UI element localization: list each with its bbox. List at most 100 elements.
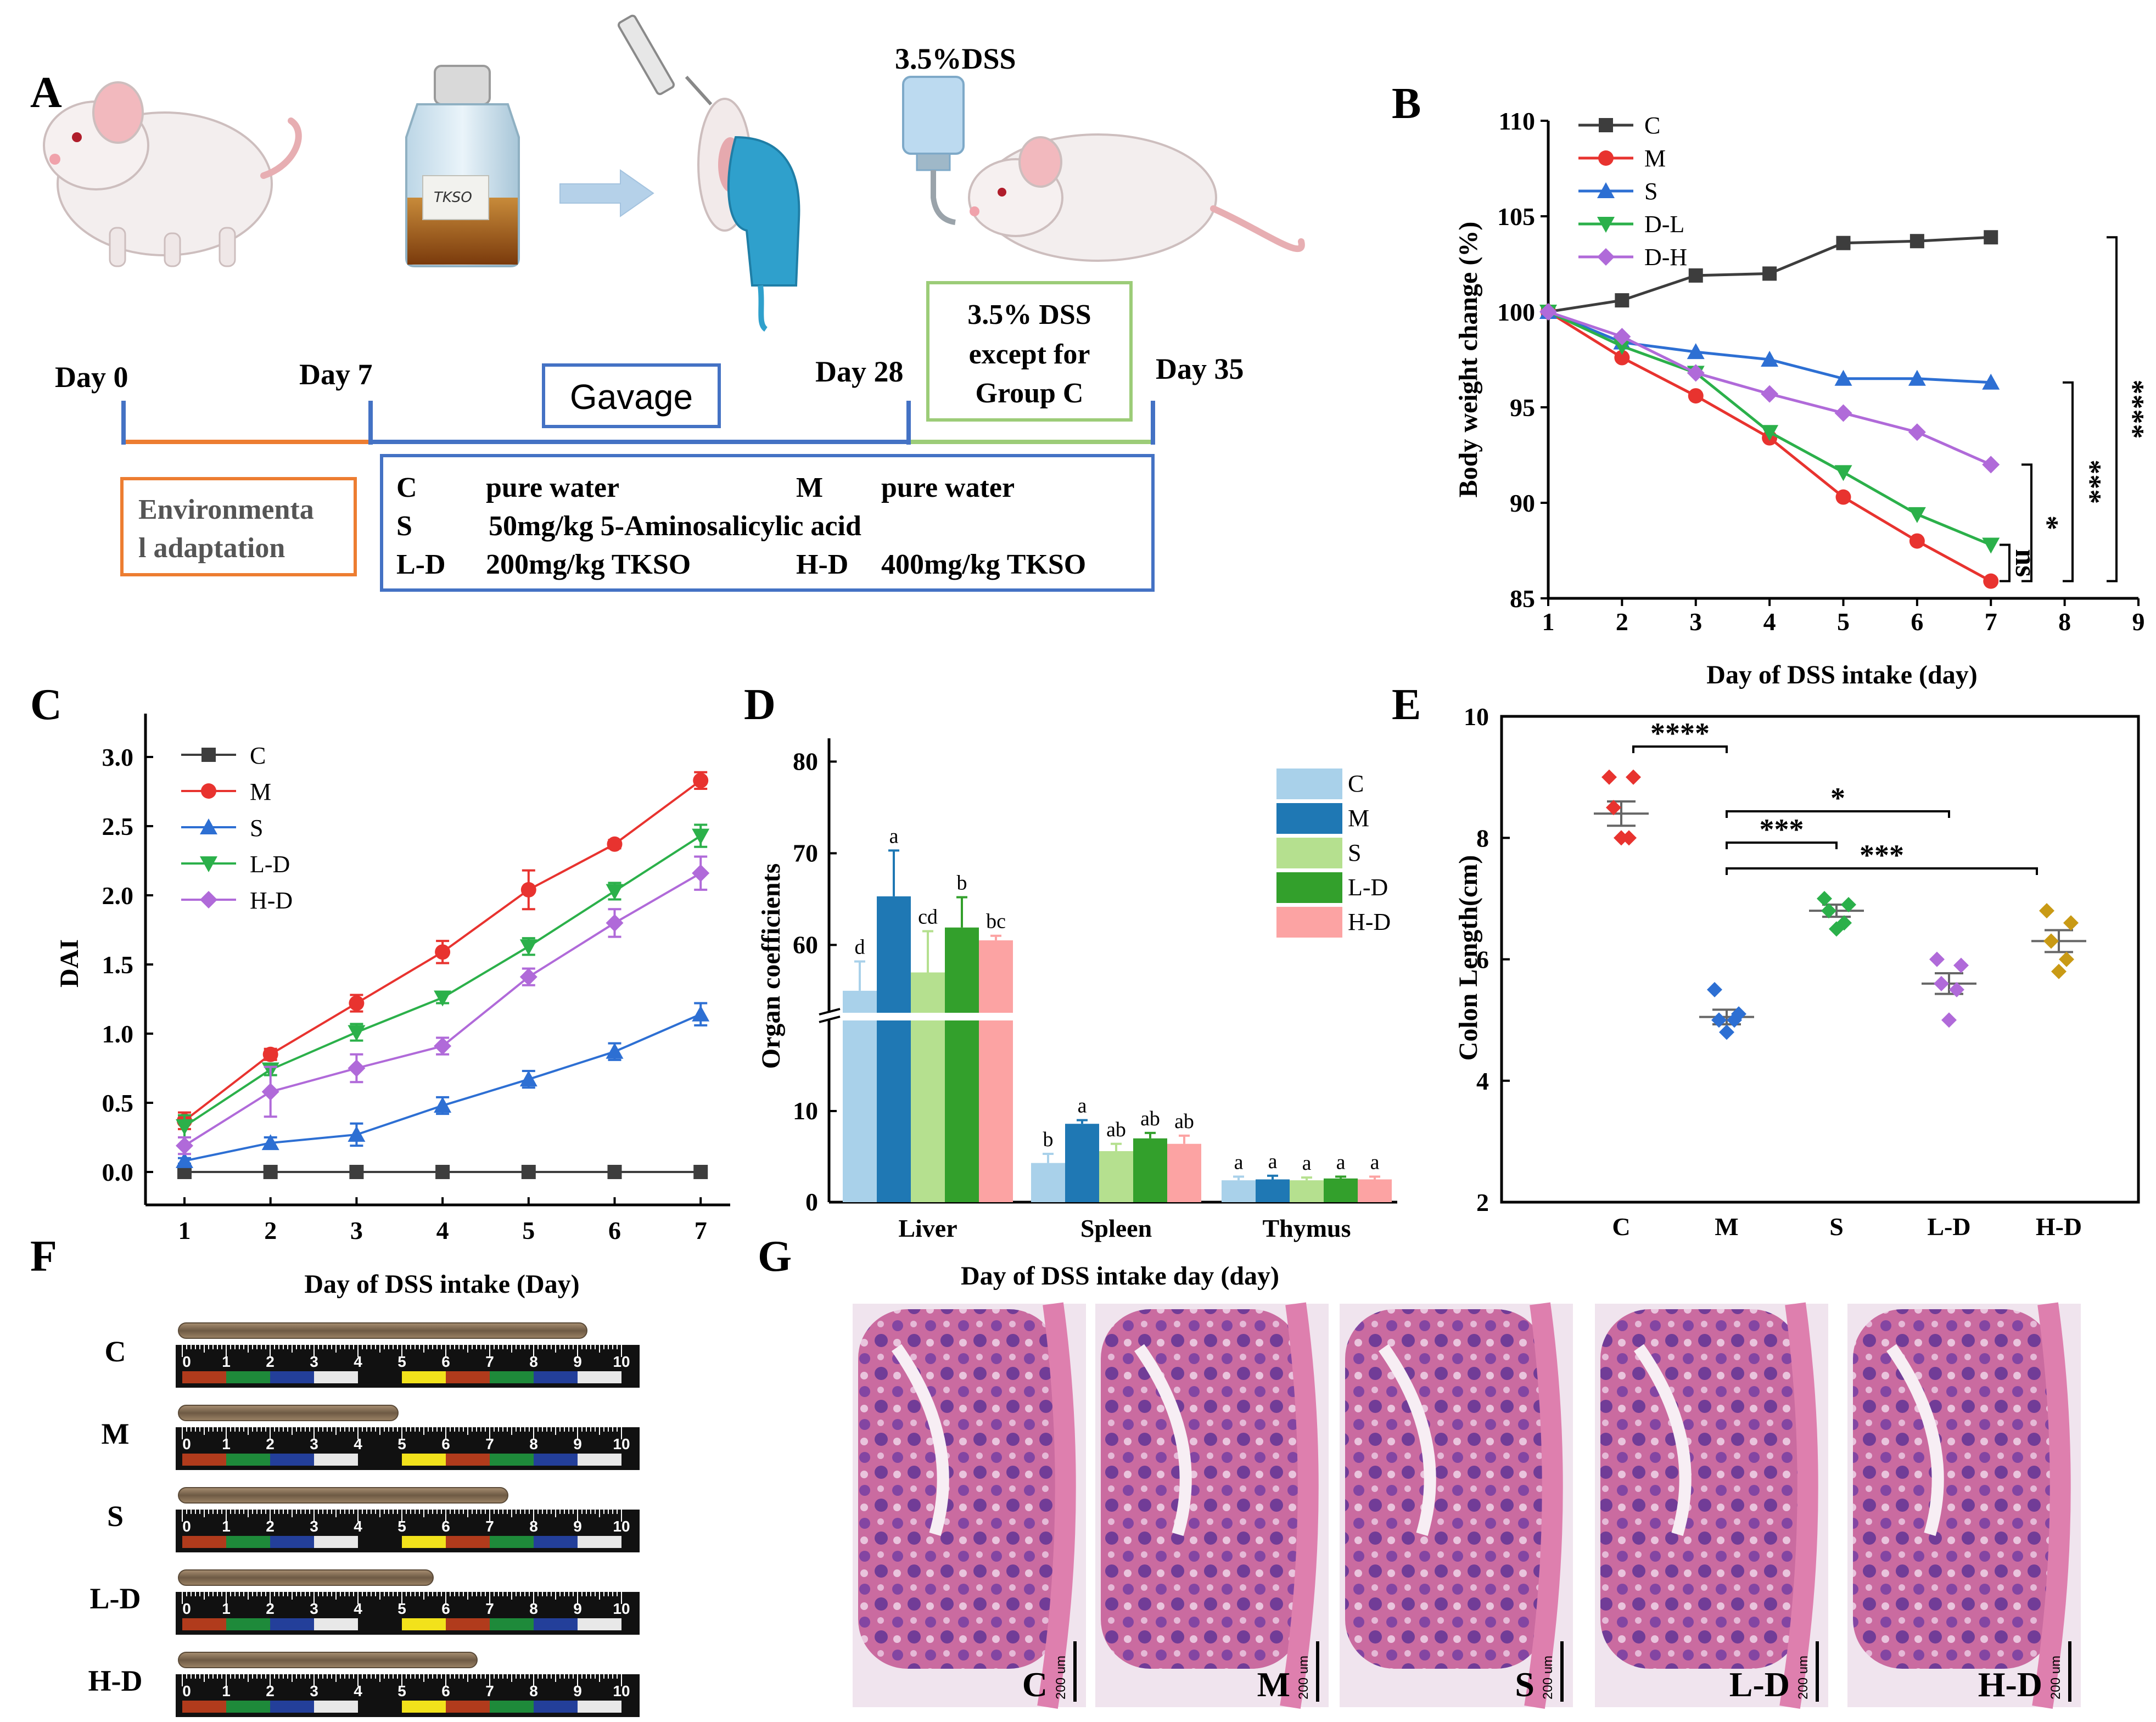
b-x-tick-label: 3 xyxy=(1689,608,1702,636)
c-y-tick-label: 0.5 xyxy=(102,1089,134,1117)
d-significance-letter: b xyxy=(1043,1128,1054,1151)
c-legend-marker xyxy=(201,748,216,762)
e-point-H-D xyxy=(2051,963,2067,979)
d-legend-label: C xyxy=(1348,770,1364,797)
f-ruler-color-block xyxy=(314,1701,358,1713)
g-lumen xyxy=(1134,1344,1192,1536)
f-ruler-number: 2 xyxy=(266,1353,275,1370)
g-scale-bar-label: 200 um xyxy=(2048,1656,2063,1699)
f-ruler-color-block xyxy=(182,1618,226,1630)
b-point-M xyxy=(1614,350,1630,366)
e-significance-label: * xyxy=(1830,782,1845,815)
day-7-label: Day 7 xyxy=(299,358,373,391)
panel-label-c: C xyxy=(30,681,62,729)
bottle-label: TKSO xyxy=(434,189,472,206)
f-ruler-color-block xyxy=(490,1371,534,1383)
f-ruler-color-block xyxy=(446,1618,490,1630)
f-ruler-color-block xyxy=(578,1701,621,1713)
f-ruler-number: 3 xyxy=(310,1682,318,1699)
e-y-tick-label: 4 xyxy=(1476,1067,1489,1095)
e-y-tick-label: 2 xyxy=(1476,1188,1489,1216)
tkso-oil-bottle: TKSO xyxy=(405,65,520,267)
c-point-L-D xyxy=(176,1119,193,1135)
panel-label-d: D xyxy=(744,681,776,729)
e-significance-bracket xyxy=(1726,867,2038,875)
group-hd-desc: 400mg/kg TKSO xyxy=(881,549,1086,580)
f-ruler-number: 8 xyxy=(529,1682,538,1699)
b-x-tick-label: 4 xyxy=(1763,608,1776,636)
c-point-L-D xyxy=(519,939,537,956)
f-ruler-number: 5 xyxy=(397,1353,406,1370)
f-ruler-number: 1 xyxy=(222,1682,231,1699)
group-s-desc: 50mg/kg 5-Aminosalicylic acid xyxy=(489,511,861,542)
b-point-D-H xyxy=(1761,385,1779,403)
g-muscle-layer xyxy=(2032,1302,2071,1709)
b-significance-bracket xyxy=(2021,463,2032,582)
f-ruler-color-block xyxy=(226,1701,270,1713)
c-y-tick-label: 3.0 xyxy=(102,743,134,771)
f-ruler-number: 5 xyxy=(397,1682,406,1699)
f-ruler-color-block xyxy=(578,1454,621,1466)
dss-label: 3.5%DSS xyxy=(895,42,1016,75)
c-legend-label: H-D xyxy=(250,887,293,914)
flow-arrow-icon xyxy=(559,169,654,217)
f-ruler-number: 6 xyxy=(441,1435,450,1452)
f-ruler-number: 1 xyxy=(222,1600,231,1617)
f-ruler-number: 5 xyxy=(397,1600,406,1617)
e-significance-bracket xyxy=(1726,842,1838,849)
e-point-M xyxy=(1719,1024,1734,1040)
c-legend-label: L-D xyxy=(250,851,290,878)
g-lumen xyxy=(1886,1344,1944,1536)
c-x-axis-title: Day of DSS intake (Day) xyxy=(304,1270,579,1299)
g-image-label: M xyxy=(1257,1665,1290,1704)
c-legend-label: S xyxy=(250,815,263,842)
b-point-S xyxy=(1687,343,1705,360)
gavage-box xyxy=(542,363,721,428)
c-point-H-D xyxy=(606,914,624,932)
e-y-tick-label: 10 xyxy=(1464,703,1489,731)
b-point-M xyxy=(1835,489,1851,505)
b-y-tick-label: 100 xyxy=(1497,298,1535,326)
c-legend-marker xyxy=(200,856,217,872)
g-image-label: L-D xyxy=(1729,1665,1790,1704)
day-35-label: Day 35 xyxy=(1156,352,1244,385)
group-c-desc: pure water xyxy=(486,472,619,503)
f-ruler-number: 2 xyxy=(266,1435,275,1452)
panel-a-schematic: TKSO 3.5%DSS Day 0 Day xyxy=(43,14,1305,592)
f-ruler-number: 4 xyxy=(354,1682,362,1699)
d-significance-letter: cd xyxy=(918,905,938,928)
f-ruler-color-block xyxy=(490,1618,534,1630)
f-ruler-color-block xyxy=(446,1701,490,1713)
group-ld-code: L-D xyxy=(396,549,446,580)
e-point-C xyxy=(1601,769,1617,785)
f-ruler-number: 0 xyxy=(182,1353,191,1370)
b-legend-label: D-L xyxy=(1644,211,1684,238)
panel-label-f: F xyxy=(30,1232,57,1281)
b-significance-label: *** xyxy=(2074,459,2107,504)
b-significance-label: * xyxy=(2031,515,2064,530)
c-point-C xyxy=(607,1165,622,1179)
d-y-tick-label: 80 xyxy=(793,747,818,775)
f-ruler-number: 8 xyxy=(529,1600,538,1617)
c-point-H-D xyxy=(261,1082,279,1101)
b-x-tick-label: 5 xyxy=(1837,608,1850,636)
b-y-tick-label: 105 xyxy=(1497,203,1535,231)
f-ruler-color-block xyxy=(270,1371,314,1383)
b-point-S xyxy=(1908,369,1926,386)
d-bar-Liver-C xyxy=(843,990,877,1202)
f-ruler-color-block xyxy=(182,1701,226,1713)
f-ruler-color-block xyxy=(182,1454,226,1466)
b-point-D-L xyxy=(1613,339,1631,355)
b-point-D-H xyxy=(1539,303,1557,321)
e-significance-label: *** xyxy=(1760,813,1804,846)
c-y-tick-label: 1.0 xyxy=(102,1020,134,1048)
e-x-tick-label: M xyxy=(1715,1213,1738,1241)
b-point-D-H xyxy=(1687,364,1705,382)
f-ruler-color-block xyxy=(314,1371,358,1383)
d-significance-letter: a xyxy=(1078,1095,1087,1118)
b-x-tick-label: 1 xyxy=(1542,608,1555,636)
d-bar-Liver-H-D xyxy=(979,940,1013,1202)
f-ruler-color-block xyxy=(270,1454,314,1466)
b-legend-label: C xyxy=(1644,112,1660,139)
